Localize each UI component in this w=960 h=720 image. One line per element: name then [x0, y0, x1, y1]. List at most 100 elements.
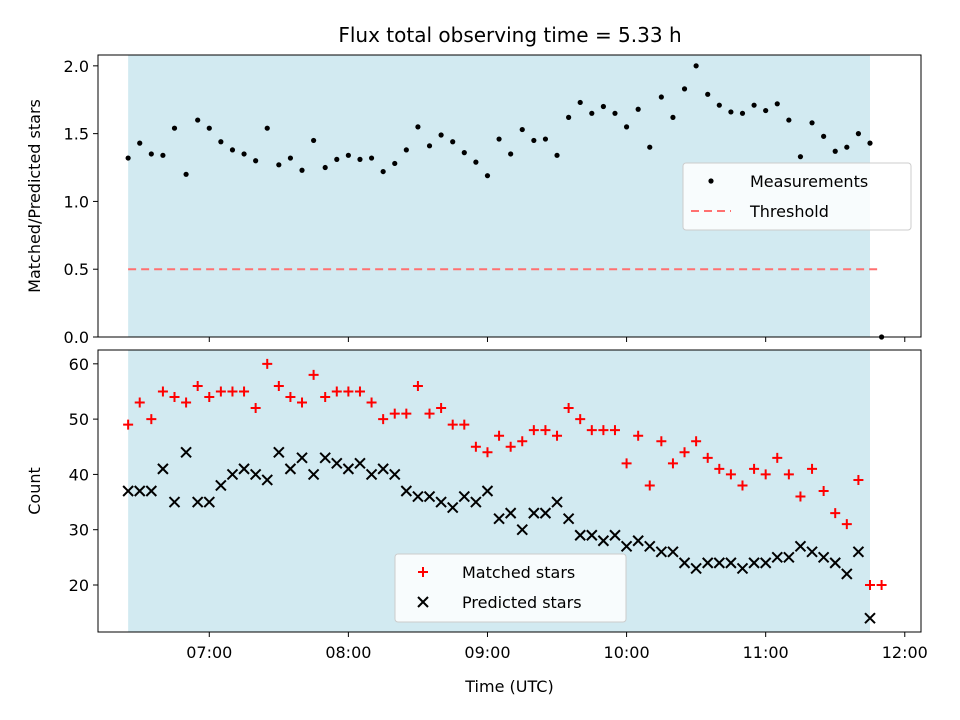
data-point — [519, 126, 525, 133]
data-point — [797, 154, 804, 160]
data-point — [623, 124, 630, 130]
data-point — [473, 159, 479, 165]
data-point — [505, 441, 516, 452]
data-point — [378, 414, 389, 425]
data-point — [855, 131, 862, 137]
data-point — [160, 152, 166, 158]
data-point — [145, 485, 158, 497]
data-point — [821, 133, 827, 139]
data-point — [563, 403, 574, 414]
data-point — [504, 507, 517, 519]
data-point — [562, 512, 575, 525]
data-point — [493, 512, 505, 525]
data-point — [157, 386, 168, 397]
data-point — [218, 139, 224, 145]
y-axis-label: Matched/Predicted stars — [25, 99, 44, 293]
data-point — [566, 114, 572, 120]
x-tick-label: 07:00 — [186, 643, 232, 662]
data-point — [400, 485, 413, 497]
data-point — [632, 535, 644, 547]
data-point — [148, 151, 154, 157]
data-point — [423, 490, 436, 503]
data-point — [262, 358, 273, 369]
data-point — [227, 386, 238, 397]
data-point — [494, 430, 505, 441]
data-point — [577, 99, 583, 106]
data-point — [807, 463, 818, 474]
data-point — [345, 152, 351, 158]
series-predicted-stars — [122, 446, 876, 624]
data-point — [238, 463, 250, 475]
data-point — [656, 436, 667, 447]
data-point — [459, 419, 470, 430]
data-point — [783, 551, 795, 564]
legend-label: Predicted stars — [462, 593, 582, 612]
legend-label: Matched stars — [462, 563, 575, 582]
data-point — [171, 125, 178, 131]
data-point — [748, 557, 760, 569]
x-tick-label: 12:00 — [882, 643, 928, 662]
data-point — [841, 568, 853, 580]
data-point — [215, 386, 226, 397]
data-point — [760, 469, 771, 480]
data-point — [658, 94, 664, 100]
data-point — [331, 457, 343, 470]
data-point — [806, 546, 818, 558]
data-point — [554, 152, 560, 158]
data-point — [635, 106, 641, 112]
legend-label: Threshold — [749, 202, 829, 221]
data-point — [496, 136, 502, 142]
data-point — [319, 452, 331, 464]
data-point — [818, 486, 829, 496]
data-point — [542, 136, 549, 142]
data-point — [354, 386, 365, 397]
data-point — [864, 612, 876, 624]
data-point — [334, 156, 340, 162]
data-point — [540, 425, 551, 436]
data-point — [876, 580, 887, 590]
data-point — [192, 380, 203, 391]
y-tick-label: 1.0 — [64, 192, 89, 211]
data-point — [759, 557, 772, 569]
data-point — [597, 535, 610, 547]
y-axis-label: Count — [25, 467, 44, 515]
data-point — [157, 463, 169, 475]
data-point — [123, 419, 134, 430]
data-point — [551, 496, 563, 508]
data-point — [749, 463, 760, 474]
data-point — [308, 369, 319, 380]
data-point — [528, 507, 540, 519]
data-point — [229, 147, 236, 153]
data-point — [426, 143, 433, 149]
data-point — [261, 474, 273, 486]
data-point — [357, 156, 363, 162]
data-point — [183, 171, 189, 177]
data-point — [392, 160, 398, 167]
data-point — [438, 132, 444, 138]
data-point — [736, 562, 749, 575]
data-point — [714, 463, 725, 474]
legend-box — [394, 553, 627, 623]
data-point — [832, 148, 838, 154]
x-tick-label: 08:00 — [325, 643, 371, 662]
data-point — [253, 158, 259, 164]
data-point — [655, 546, 668, 558]
chart-title: Flux total observing time = 5.33 h — [338, 23, 681, 47]
data-point — [531, 137, 537, 144]
data-point — [716, 102, 722, 108]
data-point — [195, 117, 201, 123]
x-axis-label: Time (UTC) — [464, 677, 553, 696]
data-point — [470, 441, 481, 452]
data-point — [215, 479, 227, 492]
data-point — [771, 551, 783, 564]
data-point — [389, 468, 401, 481]
data-point — [181, 397, 192, 408]
data-point — [412, 380, 423, 391]
data-point — [206, 125, 212, 131]
data-point — [690, 562, 702, 575]
data-point — [296, 452, 308, 464]
data-point — [725, 557, 737, 569]
data-point — [146, 414, 157, 425]
data-point — [458, 490, 471, 503]
data-point — [552, 430, 563, 441]
